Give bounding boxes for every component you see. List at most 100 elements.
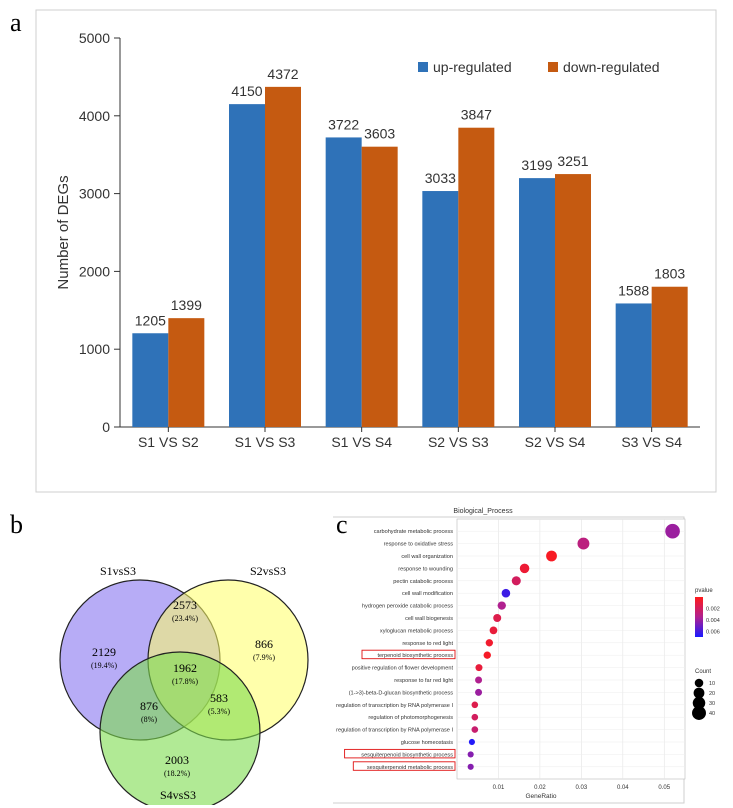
term-label-17: glucose homeostasis [401, 740, 453, 746]
x-tick-label: S1 VS S2 [138, 434, 199, 450]
term-dot-8 [489, 626, 498, 635]
x-tick-label: 0.02 [534, 785, 546, 791]
bar-down-2 [361, 146, 398, 428]
legend-label-up: up-regulated [433, 59, 512, 75]
legend-label-down: down-regulated [563, 59, 660, 75]
bar-value-label: 1205 [135, 312, 166, 328]
term-dot-16 [471, 726, 479, 733]
bar-down-5 [651, 286, 688, 427]
bar-value-label: 4372 [267, 66, 298, 82]
term-highlight-box [361, 649, 456, 660]
term-label-18: sesquiterpenoid biosynthetic process [361, 752, 453, 758]
term-dot-17 [468, 738, 475, 746]
term-label-16: regulation of transcription by RNA polym… [336, 728, 453, 734]
bar-down-0 [168, 318, 205, 427]
x-tick-label: S1 VS S3 [235, 434, 296, 450]
venn-set-label-s1: S1vsS3 [100, 564, 136, 578]
term-dot-3 [519, 563, 530, 574]
pvalue-legend-title: pvalue [695, 588, 713, 594]
venn-pct-only-s2: (7.9%) [253, 653, 275, 662]
term-highlight-box [352, 761, 456, 771]
y-tick-label: 0 [102, 419, 110, 435]
venn-count-all: 1962 [173, 661, 197, 675]
count-legend-dot [693, 687, 705, 699]
pvalue-legend-tick: 0.004 [706, 618, 720, 624]
y-tick-label: 4000 [79, 108, 110, 124]
venn-pct-all: (17.8%) [172, 677, 198, 686]
bar-value-label: 3847 [461, 107, 492, 123]
x-tick-label: 0.04 [617, 785, 629, 791]
term-dot-18 [467, 751, 474, 758]
term-dot-19 [467, 763, 474, 770]
legend-swatch-up [418, 62, 428, 72]
y-tick-label: 3000 [79, 186, 110, 202]
venn-pct-only-s1: (19.4%) [91, 661, 117, 670]
count-legend-label: 10 [709, 681, 715, 687]
term-dot-14 [471, 701, 479, 709]
term-dot-12 [475, 676, 483, 684]
venn-count-s1-s4: 876 [140, 699, 158, 713]
venn-pct-s1-s4: (8%) [141, 715, 157, 724]
bar-chart-frame [35, 9, 717, 493]
bar-up-0 [132, 333, 169, 427]
panel-label-a: a [10, 8, 22, 37]
term-label-15: regulation of photomorphogenesis [368, 715, 453, 721]
panel-label-c: c [336, 510, 348, 539]
bar-down-4 [555, 174, 591, 427]
pvalue-legend-tick: 0.006 [706, 629, 720, 635]
go-dot-plot: Biological_Process 0.01 0.02 0.03 0.04 0.05 Ge… [333, 508, 720, 804]
bar-value-label: 3251 [557, 153, 588, 169]
term-dot-2 [546, 550, 557, 562]
bar-up-4 [519, 178, 555, 427]
count-legend-dot [694, 678, 704, 688]
count-legend-title: Count [695, 669, 711, 675]
term-dot-10 [483, 651, 491, 659]
bar-up-2 [325, 137, 362, 427]
bar-value-label: 3033 [425, 170, 456, 186]
venn-pct-only-s4: (18.2%) [164, 769, 190, 778]
venn-count-s1-s2: 2573 [173, 598, 197, 612]
count-legend-dot [692, 696, 706, 710]
count-legend-label: 30 [709, 701, 715, 707]
x-tick-label: 0.05 [658, 785, 670, 791]
venn-count-s2-s4: 583 [210, 691, 228, 705]
term-label-19: sesquiterpenoid metabolic process [367, 765, 453, 771]
term-label-4: pectin catabolic process [393, 579, 453, 585]
bar-up-3 [422, 191, 459, 427]
x-tick-label: S2 VS S3 [428, 434, 489, 450]
term-dot-5 [501, 588, 511, 598]
term-label-6: hydrogen peroxide catabolic process [362, 604, 453, 610]
bar-value-label: 1588 [618, 282, 649, 298]
bar-value-label: 3603 [364, 126, 395, 142]
venn-set-label-s4: S4vsS3 [160, 788, 196, 802]
term-dot-4 [511, 576, 521, 586]
bar-down-3 [458, 127, 495, 427]
bar-value-label: 4150 [231, 83, 262, 99]
x-tick-label: S2 VS S4 [525, 434, 586, 450]
venn-count-only-s2: 866 [255, 637, 273, 651]
term-label-3: response to wounding [398, 566, 453, 572]
venn-pct-s1-s2: (23.4%) [172, 614, 198, 623]
term-label-12: response to far red light [394, 678, 453, 684]
venn-set-label-s2: S2vsS3 [250, 564, 286, 578]
x-axis-label: GeneRatio [525, 793, 556, 800]
term-label-1: response to oxidative stress [384, 542, 454, 548]
x-tick-label: 0.01 [493, 785, 505, 791]
term-label-7: cell wall biogenesis [405, 616, 453, 622]
term-dot-13 [475, 688, 483, 696]
venn-pct-s2-s4: (5.3%) [208, 707, 230, 716]
pvalue-legend-tick: 0.002 [706, 606, 720, 612]
y-tick-label: 5000 [79, 30, 110, 46]
bar-value-label: 3199 [521, 157, 552, 173]
venn-count-only-s4: 2003 [165, 753, 189, 767]
venn-count-only-s1: 2129 [92, 645, 116, 659]
term-label-13: (1->3)-beta-D-glucan biosynthetic proces… [349, 690, 454, 696]
venn-circle-s4vss3 [99, 651, 261, 805]
term-dot-6 [497, 601, 506, 610]
bar-down-1 [265, 86, 301, 427]
x-tick-label: 0.03 [576, 785, 588, 791]
term-label-2: cell wall organization [401, 554, 453, 560]
bar-value-label: 1399 [171, 297, 202, 313]
term-label-9: response to red light [402, 641, 453, 647]
term-label-5: cell wall modification [402, 591, 453, 597]
